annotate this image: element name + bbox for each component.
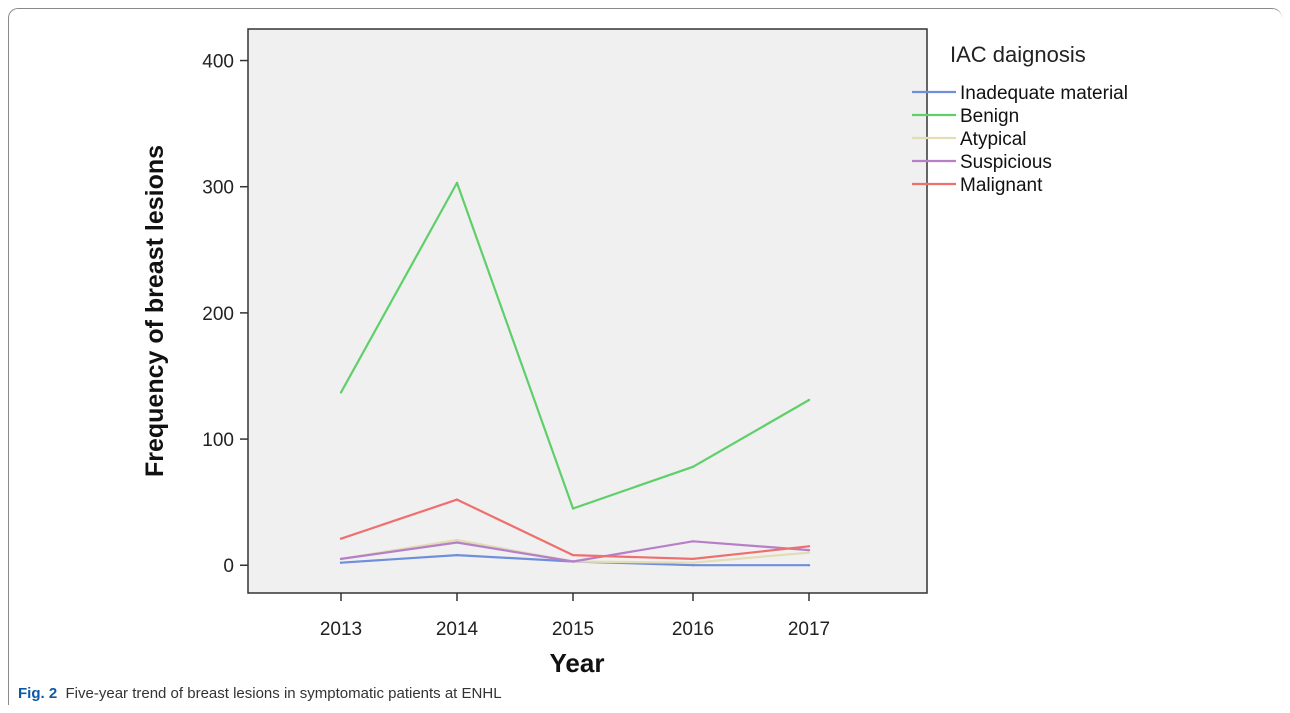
legend-label: Suspicious bbox=[960, 152, 1052, 173]
data-point-suspicious bbox=[691, 540, 695, 543]
data-point-benign bbox=[339, 391, 343, 394]
data-point-suspicious bbox=[455, 541, 459, 544]
data-point-benign bbox=[455, 181, 459, 185]
caption-text: Five-year trend of breast lesions in sym… bbox=[65, 685, 502, 702]
plot-area bbox=[247, 28, 928, 594]
y-tick-label: 100 bbox=[202, 430, 234, 451]
legend-label: Benign bbox=[960, 106, 1019, 127]
figure-number: Fig. 2 bbox=[18, 685, 58, 702]
data-point-malignant bbox=[691, 557, 695, 561]
y-axis: 0 100 200 300 400 bbox=[202, 52, 248, 577]
data-point-atypical bbox=[455, 538, 459, 542]
data-point-inadequate-material bbox=[339, 561, 343, 564]
legend-label: Inadequate material bbox=[960, 83, 1128, 104]
legend-title: IAC daignosis bbox=[950, 42, 1086, 67]
x-axis-title: Year bbox=[550, 648, 605, 678]
figure-frame bbox=[8, 8, 1282, 705]
data-point-atypical bbox=[691, 561, 695, 564]
data-point-malignant bbox=[455, 498, 459, 501]
x-tick-label: 2015 bbox=[552, 619, 594, 640]
x-axis: 2013 2014 2015 2016 2017 bbox=[320, 593, 830, 640]
data-point-benign bbox=[807, 398, 811, 402]
data-point-inadequate-material bbox=[807, 564, 811, 567]
x-tick-label: 2014 bbox=[436, 619, 479, 640]
data-point-atypical bbox=[807, 551, 811, 554]
figure-caption: Fig. 2 Five-year trend of breast lesions… bbox=[18, 685, 502, 702]
data-point-malignant bbox=[807, 545, 811, 548]
y-tick-label: 200 bbox=[202, 304, 234, 325]
y-tick-label: 300 bbox=[202, 178, 234, 199]
y-tick-label: 0 bbox=[223, 556, 234, 577]
y-axis-title: Frequency of breast lesions bbox=[141, 145, 169, 477]
legend: Inadequate materialBenignAtypicalSuspici… bbox=[912, 83, 1128, 196]
x-tick-label: 2013 bbox=[320, 619, 362, 640]
data-point-malignant bbox=[339, 537, 343, 540]
data-point-malignant bbox=[571, 553, 575, 557]
data-point-suspicious bbox=[339, 557, 343, 561]
data-point-suspicious bbox=[571, 560, 575, 563]
data-point-benign bbox=[571, 507, 575, 510]
legend-label: Atypical bbox=[960, 129, 1027, 150]
data-point-benign bbox=[691, 465, 695, 468]
data-point-inadequate-material bbox=[455, 553, 459, 557]
series-layer bbox=[339, 181, 811, 567]
x-tick-label: 2017 bbox=[788, 619, 830, 640]
y-tick-label: 400 bbox=[202, 52, 234, 73]
x-tick-label: 2016 bbox=[672, 619, 714, 640]
data-point-suspicious bbox=[807, 548, 811, 552]
data-point-inadequate-material bbox=[691, 564, 695, 567]
line-chart: 0 100 200 300 400 2013 2014 2015 2016 2017 Frequ… bbox=[141, 28, 1128, 678]
legend-label: Malignant bbox=[960, 175, 1043, 196]
